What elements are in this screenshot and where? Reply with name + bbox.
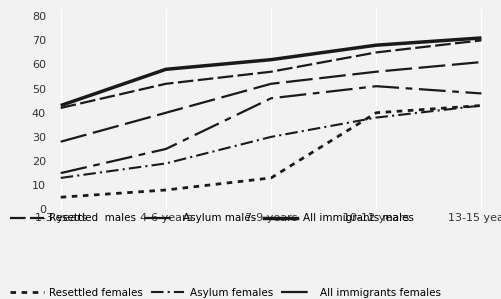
Legend: Resettled females, Asylum females, All immigrants females: Resettled females, Asylum females, All i… (10, 288, 440, 298)
